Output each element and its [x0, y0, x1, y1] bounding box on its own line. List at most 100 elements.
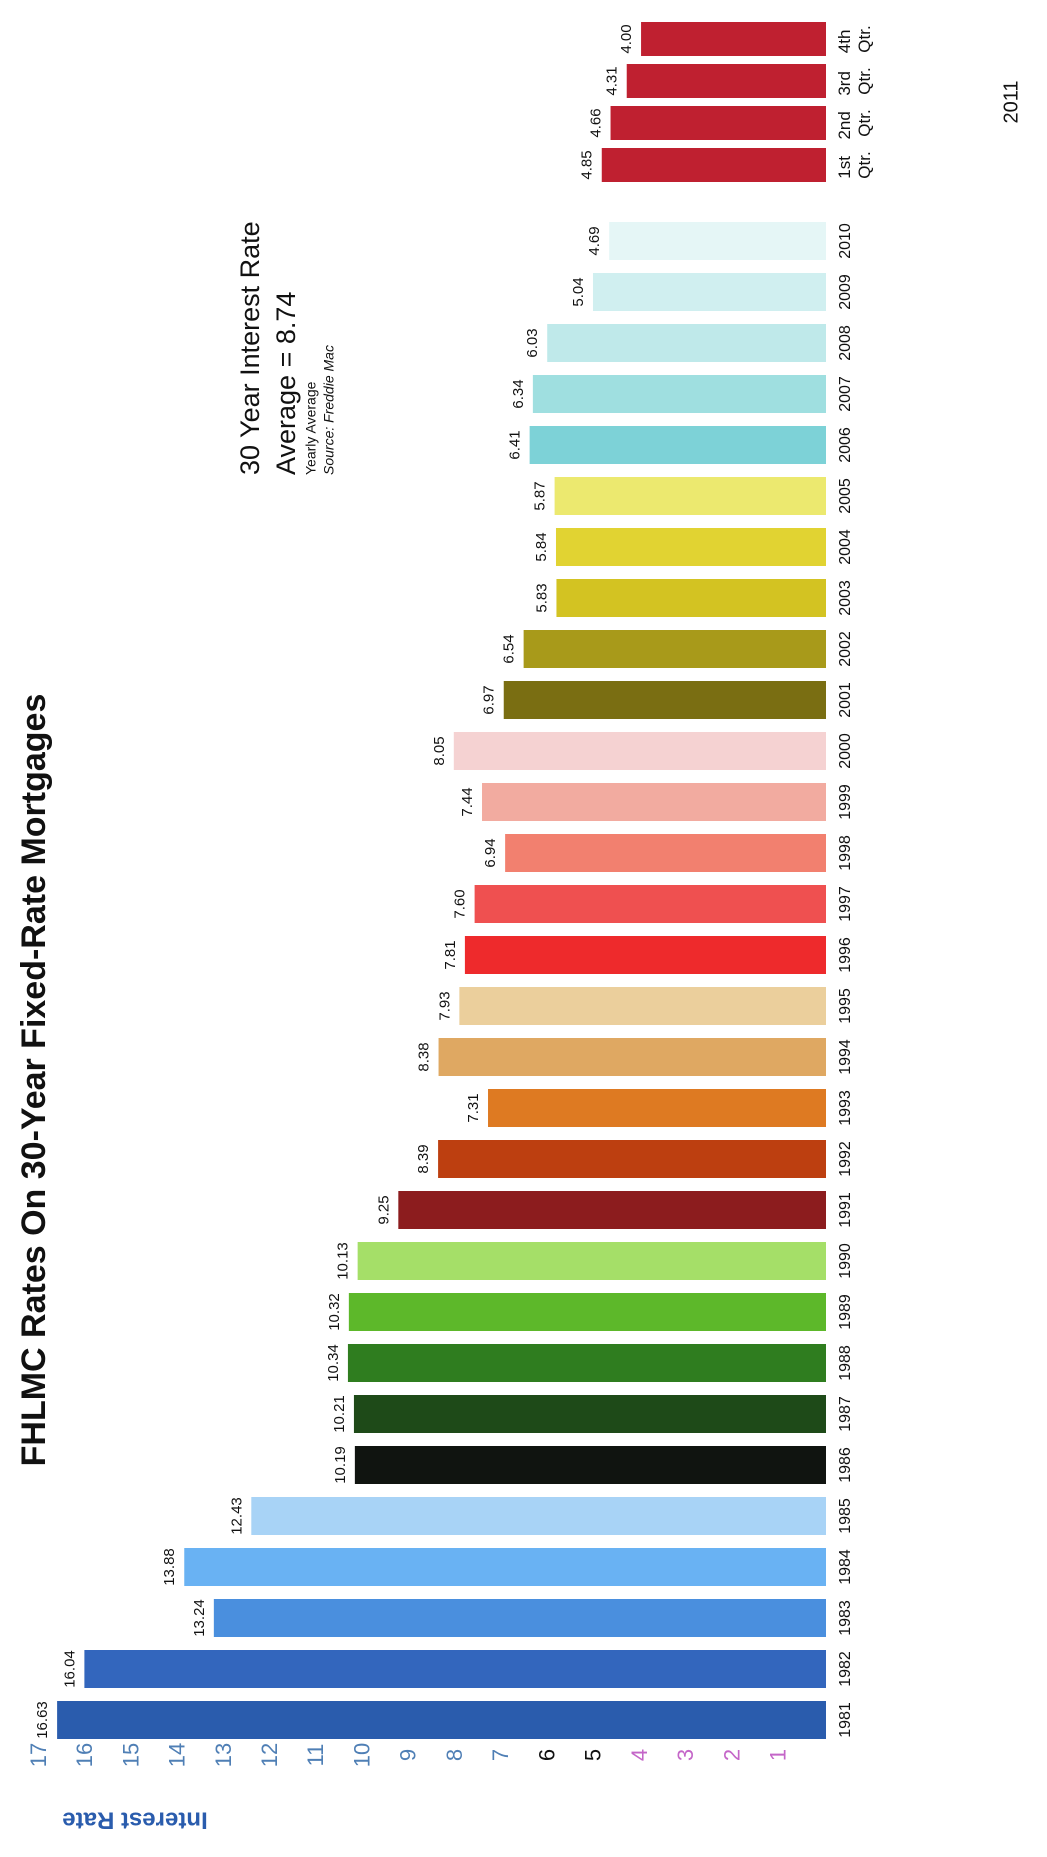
bar — [555, 528, 827, 566]
value-label: 8.05 — [431, 736, 448, 765]
value-label: 6.03 — [524, 328, 541, 357]
y-tick-label: 4 — [627, 1749, 652, 1761]
value-label: 6.41 — [507, 430, 524, 459]
value-label: 6.94 — [482, 838, 499, 867]
value-label: 8.39 — [415, 1144, 432, 1173]
bar — [213, 1599, 826, 1637]
x-tick-label: 1992 — [837, 1141, 854, 1177]
x-tick-label: 1982 — [837, 1651, 854, 1687]
x-tick-label: 1994 — [837, 1039, 854, 1075]
x-tick-label: 1st Qtr. — [835, 151, 874, 178]
x-tick-label: 2004 — [837, 529, 854, 565]
bar — [84, 1650, 827, 1688]
x-tick-label: 2010 — [837, 223, 854, 259]
annotation-note: Yearly Average — [303, 381, 319, 475]
bar — [523, 630, 826, 668]
value-label: 10.32 — [326, 1293, 343, 1331]
bar — [529, 426, 826, 464]
x-tick-label: 1983 — [837, 1600, 854, 1636]
y-tick-label: 9 — [396, 1749, 421, 1761]
value-label: 5.87 — [532, 481, 549, 510]
bar — [354, 1446, 826, 1484]
value-label: 7.93 — [436, 991, 453, 1020]
value-label: 4.00 — [618, 24, 635, 53]
bar — [547, 324, 826, 362]
bar — [348, 1293, 826, 1331]
y-tick-label: 1 — [766, 1749, 791, 1761]
x-tick-label: 1985 — [837, 1498, 854, 1534]
value-label: 6.34 — [510, 379, 527, 408]
bar — [353, 1395, 826, 1433]
x-tick-label: 1991 — [837, 1192, 854, 1228]
bar — [503, 681, 826, 719]
x-tick-label: 2007 — [837, 376, 854, 412]
x-tick-label: 2000 — [837, 733, 854, 769]
value-label: 9.25 — [375, 1195, 392, 1224]
y-tick-label: 14 — [165, 1743, 190, 1767]
x-tick-label: 1999 — [837, 784, 854, 820]
value-label: 8.38 — [416, 1042, 433, 1071]
x-tick-label: 2003 — [837, 580, 854, 616]
y-tick-label: 2 — [719, 1749, 744, 1761]
value-label: 5.04 — [570, 277, 587, 306]
bar — [184, 1548, 827, 1586]
bar — [488, 1089, 826, 1127]
bar — [357, 1242, 826, 1280]
x-tick-label: 2008 — [837, 325, 854, 361]
x-tick-label: 2005 — [837, 478, 854, 514]
y-tick-label: 12 — [257, 1743, 282, 1767]
x-tick-label: 2006 — [837, 427, 854, 463]
y-tick-label: 13 — [211, 1743, 236, 1767]
y-tick-label: 10 — [349, 1743, 374, 1767]
value-label: 7.31 — [465, 1093, 482, 1122]
bar — [251, 1497, 826, 1535]
y-tick-label: 7 — [488, 1749, 513, 1761]
y-tick-label: 15 — [118, 1743, 143, 1767]
bar — [609, 222, 827, 260]
value-label: 7.44 — [459, 787, 476, 816]
value-label: 12.43 — [228, 1497, 245, 1535]
x-tick-label: 2002 — [837, 631, 854, 667]
value-label: 7.81 — [442, 940, 459, 969]
annotation-heading: 30 Year Interest Rate — [235, 221, 265, 475]
bar — [57, 1701, 827, 1739]
bar — [592, 273, 826, 311]
chart-title: FHLMC Rates On 30-Year Fixed-Rate Mortga… — [15, 694, 53, 1467]
value-label: 5.83 — [533, 583, 550, 612]
value-label: 13.24 — [191, 1599, 208, 1637]
y-tick-label: 8 — [442, 1749, 467, 1761]
x-tick-label: 1996 — [837, 937, 854, 973]
value-label: 10.21 — [331, 1395, 348, 1433]
bar — [482, 783, 826, 821]
value-label: 10.34 — [325, 1344, 342, 1382]
x-tick-label: 1993 — [837, 1090, 854, 1126]
x-tick-label: 4th Qtr. — [835, 25, 874, 53]
value-label: 16.04 — [61, 1650, 78, 1688]
bar — [347, 1344, 826, 1382]
bar — [641, 22, 827, 56]
bar — [626, 64, 827, 98]
bar — [398, 1191, 826, 1229]
bar — [556, 579, 826, 617]
y-axis-label: Interest Rate — [62, 1807, 207, 1834]
value-label: 5.84 — [533, 532, 550, 561]
y-tick-label: 16 — [72, 1743, 97, 1767]
annotation-source: Source: Freddie Mac — [321, 345, 337, 475]
bar — [554, 477, 826, 515]
value-label: 10.19 — [332, 1446, 349, 1484]
value-label: 4.85 — [579, 150, 596, 179]
x-tick-label: 1981 — [837, 1702, 854, 1738]
value-label: 4.69 — [586, 226, 603, 255]
y-tick-label: 3 — [673, 1749, 698, 1761]
x-tick-label: 1984 — [837, 1549, 854, 1585]
bar — [438, 1038, 826, 1076]
value-label: 16.63 — [34, 1701, 51, 1739]
group-label: 2011 — [1000, 80, 1022, 123]
y-tick-label: 5 — [581, 1749, 606, 1761]
x-tick-label: 2nd Qtr. — [835, 106, 874, 139]
bar — [474, 885, 826, 923]
x-tick-label: 1998 — [837, 835, 854, 871]
x-tick-label: 1988 — [837, 1345, 854, 1381]
